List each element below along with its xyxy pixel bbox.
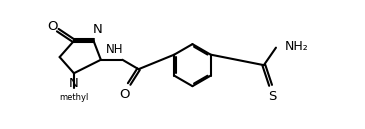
Text: N: N xyxy=(69,77,79,90)
Text: N: N xyxy=(93,23,103,36)
Text: O: O xyxy=(119,87,130,100)
Text: O: O xyxy=(48,20,58,33)
Text: NH: NH xyxy=(105,43,123,56)
Text: S: S xyxy=(268,90,276,103)
Text: NH₂: NH₂ xyxy=(285,40,308,53)
Text: methyl: methyl xyxy=(59,93,89,102)
